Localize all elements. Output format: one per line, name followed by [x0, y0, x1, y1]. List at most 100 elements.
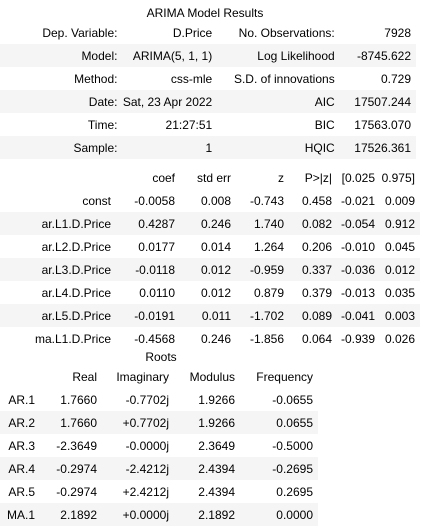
table-cell: 0.0655 — [240, 411, 318, 434]
table-cell: 0.012 — [180, 258, 236, 281]
column-header: Imaginary — [116, 370, 169, 384]
table-cell: -0.0058 — [134, 193, 175, 208]
summary-row: Dep. Variable: D.Price No. Observations: 79… — [0, 21, 416, 44]
column-header: P>|z| — [304, 171, 332, 185]
table-cell: 0.003 — [380, 304, 420, 327]
table-row: ar.L2.D.Price 0.0177 0.014 1.264 0.206 -0.010… — [0, 235, 420, 258]
table-cell: 0.0177 — [138, 239, 175, 254]
table-cell: 1.264 — [253, 239, 284, 254]
table-cell: +0.0000j — [102, 503, 174, 526]
table-cell: -1.856 — [249, 331, 284, 346]
summary-value: ARIMA(5, 1, 1) — [122, 44, 218, 67]
summary-label: Sample: — [0, 136, 123, 159]
table-cell: 2.1892 — [40, 503, 102, 526]
table-cell: 0.045 — [384, 239, 415, 254]
table-cell: -2.3649 — [56, 438, 97, 453]
table-cell: 0.246 — [200, 331, 231, 346]
table-cell: 2.3649 — [198, 438, 235, 453]
row-label: ar.L2.D.Price — [41, 239, 111, 254]
table-cell: -0.959 — [236, 258, 289, 281]
table-row: ar.L1.D.Price 0.4287 0.246 1.740 0.082 -0.054… — [0, 212, 420, 235]
row-label: AR.3 — [8, 438, 35, 453]
table-row: AR.4 -0.2974 -2.4212j 2.4394 -0.2695 — [0, 457, 318, 480]
table-cell: -0.7702j — [125, 392, 169, 407]
table-cell: 0.014 — [200, 239, 231, 254]
summary-label: AIC — [217, 90, 340, 113]
summary-label: BIC — [314, 117, 335, 132]
row-label: ma.L1.D.Price — [34, 331, 111, 346]
row-label: MA.1 — [0, 503, 40, 526]
table-cell: -0.2974 — [40, 457, 102, 480]
table-row: ar.L3.D.Price -0.0118 0.012 -0.959 0.337 -0.0… — [0, 258, 420, 281]
summary-value: D.Price — [172, 25, 213, 40]
roots-table: Real Imaginary Modulus Frequency AR.1 1.7660… — [0, 366, 318, 526]
summary-label: Method: — [74, 71, 118, 86]
table-cell: -0.054 — [337, 212, 380, 235]
table-cell: -0.0655 — [272, 392, 313, 407]
table-cell: -0.036 — [337, 258, 380, 281]
summary-label: Model: — [0, 44, 123, 67]
table-cell: -0.013 — [340, 285, 375, 300]
summary-value: 0.729 — [380, 71, 411, 86]
summary-label: Dep. Variable: — [42, 25, 118, 40]
table-cell: +2.4212j — [122, 484, 169, 499]
table-cell: -0.021 — [340, 193, 375, 208]
table-cell: 0.012 — [380, 258, 420, 281]
summary-label: No. Observations: — [238, 25, 335, 40]
table-cell: 0.2695 — [276, 484, 313, 499]
table-cell: 1.9266 — [198, 392, 235, 407]
table-cell: -0.5000 — [272, 438, 313, 453]
roots-header-row: Real Imaginary Modulus Frequency — [0, 366, 318, 388]
table-cell: 1.7660 — [60, 392, 97, 407]
summary-label: Time: — [87, 117, 118, 132]
table-cell: 0.011 — [180, 304, 236, 327]
table-cell: 0.082 — [289, 212, 337, 235]
table-cell: 0.0110 — [139, 285, 175, 300]
table-cell: -0.2974 — [56, 484, 97, 499]
row-label: ar.L5.D.Price — [0, 304, 116, 327]
summary-value: 21:27:51 — [165, 117, 213, 132]
summary-row: Sample: 1 HQIC 17526.361 — [0, 136, 416, 159]
column-header: [0.025 — [341, 171, 375, 185]
table-cell: 1.740 — [236, 212, 289, 235]
column-header — [0, 167, 116, 189]
summary-value: css-mle — [170, 71, 213, 86]
coef-header-row: coef std err z P>|z| [0.025 0.975] — [0, 167, 420, 189]
table-row: ar.L4.D.Price 0.0110 0.012 0.879 0.379 -0.013… — [0, 281, 420, 304]
summary-label: Log Likelihood — [217, 44, 340, 67]
table-cell: 0.009 — [384, 193, 415, 208]
row-label: ar.L3.D.Price — [0, 258, 116, 281]
table-cell: 2.4394 — [198, 484, 235, 499]
table-cell: 1.9266 — [174, 411, 240, 434]
table-cell: 0.879 — [253, 285, 284, 300]
table-cell: 0.206 — [301, 239, 332, 254]
summary-value: 7928 — [384, 25, 411, 40]
column-header: Real — [72, 370, 97, 384]
row-label: AR.1 — [8, 392, 35, 407]
table-cell: 1.7660 — [40, 411, 102, 434]
table-row: AR.1 1.7660 -0.7702j 1.9266 -0.0655 — [0, 388, 318, 411]
table-cell: -0.743 — [249, 193, 284, 208]
column-header: 0.975] — [381, 171, 415, 185]
summary-value: 17526.361 — [339, 136, 416, 159]
table-cell: 0.337 — [289, 258, 337, 281]
summary-value: Sat, 23 Apr 2022 — [122, 90, 218, 113]
table-row: ar.L5.D.Price -0.0191 0.011 -1.702 0.089 -0.0… — [0, 304, 420, 327]
table-cell: 0.089 — [289, 304, 337, 327]
table-cell: 0.912 — [380, 212, 420, 235]
column-header — [0, 366, 40, 388]
table-cell: 0.379 — [301, 285, 332, 300]
table-cell: -0.2695 — [240, 457, 318, 480]
roots-caption: Roots — [145, 350, 177, 364]
column-header: Frequency — [256, 370, 313, 384]
table-cell: 0.035 — [384, 285, 415, 300]
table-cell: -0.4568 — [134, 331, 175, 346]
table-row: const -0.0058 0.008 -0.743 0.458 -0.021 0.009 — [0, 189, 420, 212]
column-header: coef — [152, 171, 175, 185]
coefficients-table: coef std err z P>|z| [0.025 0.975] const -0.00… — [0, 167, 420, 350]
column-header: z — [278, 171, 284, 185]
table-cell: 0.458 — [301, 193, 332, 208]
table-cell: 0.008 — [200, 193, 231, 208]
table-row: MA.1 2.1892 +0.0000j 2.1892 0.0000 — [0, 503, 318, 526]
table-cell: -0.939 — [340, 331, 375, 346]
